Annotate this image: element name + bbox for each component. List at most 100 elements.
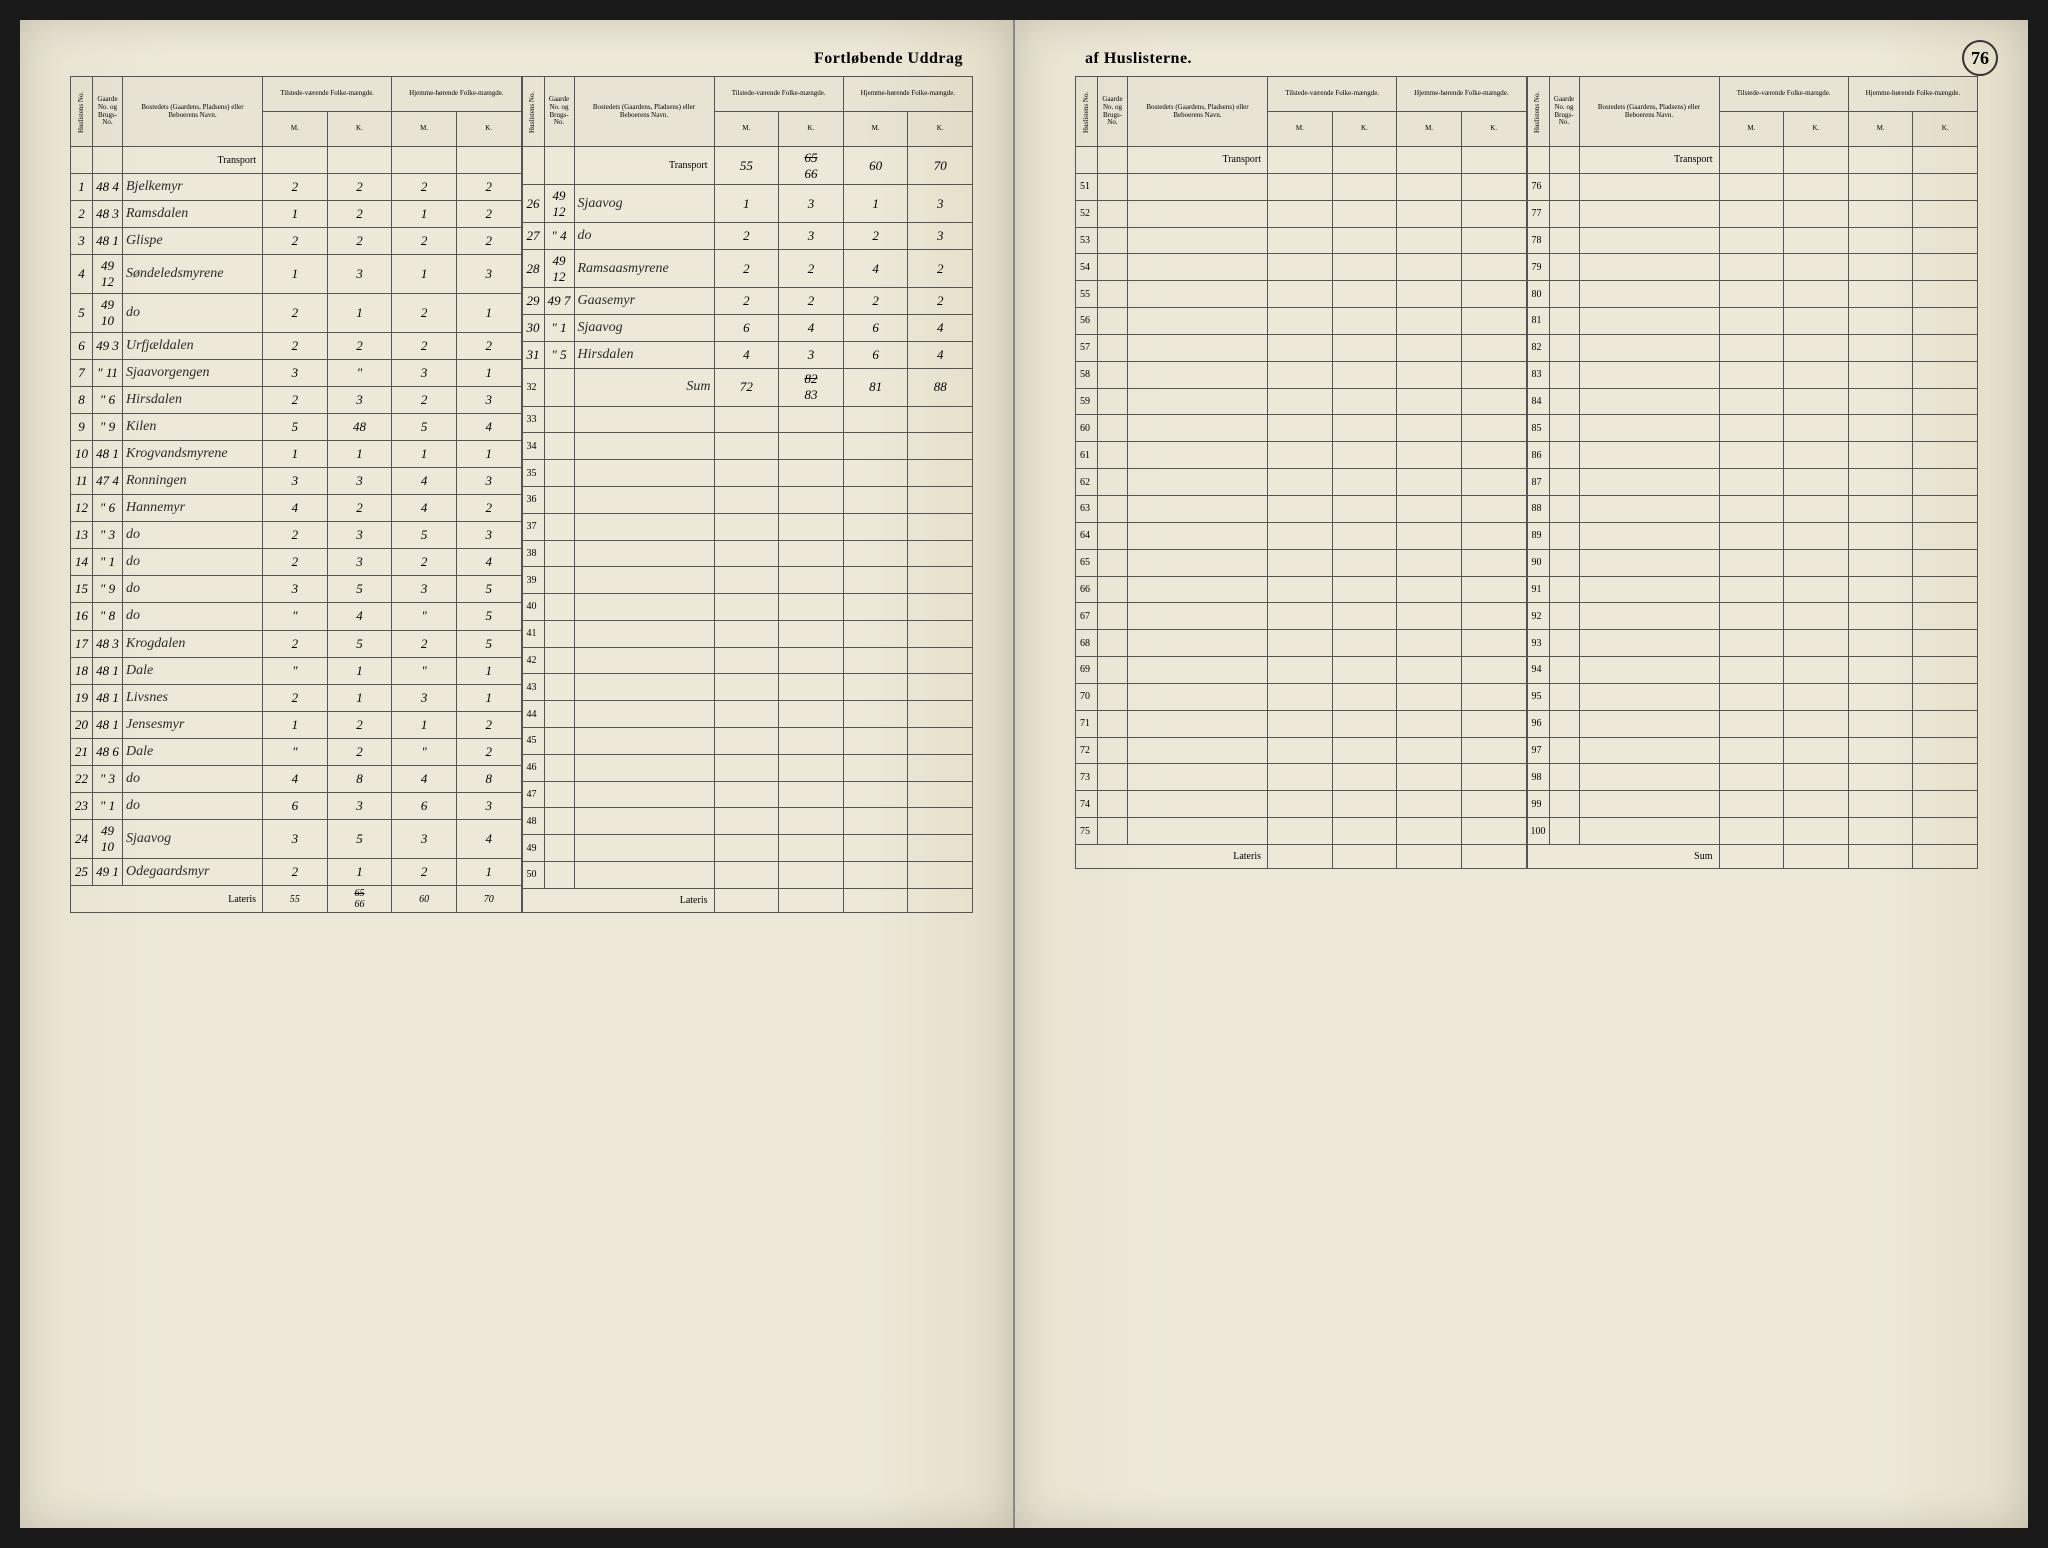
tilstede-k: 4 xyxy=(779,314,844,341)
hjemme-k: 1 xyxy=(456,684,521,711)
hjemme-m: 2 xyxy=(392,293,457,332)
tilstede-k: 2 xyxy=(779,250,844,288)
row-number: 94 xyxy=(1527,657,1549,684)
gaard-no: " 3 xyxy=(93,522,123,549)
col-m: M. xyxy=(1848,112,1913,147)
header-left: Fortløbende Uddrag xyxy=(70,50,973,68)
row-number: 26 xyxy=(522,185,544,223)
tilstede-m: 3 xyxy=(263,820,328,859)
tilstede-m: 4 xyxy=(263,495,328,522)
row-number: 71 xyxy=(1076,710,1098,737)
gaard-no: " 1 xyxy=(93,793,123,820)
hjemme-k: 3 xyxy=(456,793,521,820)
left-table-block1: Huslistens No. Gaarde No. og Brugs-No. B… xyxy=(70,76,522,913)
col-huslistens: Huslistens No. xyxy=(71,77,93,147)
sum-row: 32 Sum 72 8283 8188 xyxy=(522,368,973,406)
table-row: 20 48 1 Jensesmyr 1 2 1 2 xyxy=(71,711,522,738)
col-hjemme: Hjemme-hørende Folke-mængde. xyxy=(392,77,521,112)
gaard-no: 49 1 xyxy=(93,858,123,885)
table-row: 26 49 12 Sjaavog 1 3 1 3 xyxy=(522,185,973,223)
col-m: M. xyxy=(843,112,908,147)
tilstede-k: 5 xyxy=(327,820,392,859)
table-row: 94 xyxy=(1527,657,1978,684)
tilstede-m: 2 xyxy=(263,386,328,413)
tilstede-k: 1 xyxy=(327,657,392,684)
table-row: 30 " 1 Sjaavog 6 4 6 4 xyxy=(522,314,973,341)
col-m: M. xyxy=(1397,112,1462,147)
table-row: 2 48 3 Ramsdalen 1 2 1 2 xyxy=(71,201,522,228)
bosted-name: do xyxy=(123,576,263,603)
tilstede-k: 3 xyxy=(327,255,392,294)
gaard-no: 48 3 xyxy=(93,201,123,228)
row-number: 65 xyxy=(1076,549,1098,576)
row-number: 47 xyxy=(522,781,544,808)
table-row: 60 xyxy=(1076,415,1527,442)
col-bosted: Bostedets (Gaardens, Pladsens) eller Beb… xyxy=(574,77,714,147)
tilstede-k: 1 xyxy=(327,293,392,332)
row-number: 59 xyxy=(1076,388,1098,415)
gaard-no: 49 10 xyxy=(93,293,123,332)
gaard-no: 48 1 xyxy=(93,228,123,255)
row-number: 66 xyxy=(1076,576,1098,603)
gaard-no: " 8 xyxy=(93,603,123,630)
row-number: 75 xyxy=(1076,818,1098,845)
row-number: 52 xyxy=(1076,200,1098,227)
row-number: 12 xyxy=(71,495,93,522)
table-row: 56 xyxy=(1076,308,1527,335)
tilstede-m: 2 xyxy=(263,332,328,359)
table-row: 1 48 4 Bjelkemyr 2 2 2 2 xyxy=(71,174,522,201)
bosted-name: Hirsdalen xyxy=(574,341,714,368)
table-row: 65 xyxy=(1076,549,1527,576)
row-number: 22 xyxy=(71,766,93,793)
tilstede-k: 3 xyxy=(327,793,392,820)
hjemme-m: 2 xyxy=(843,223,908,250)
table-row: 15 " 9 do 3 5 3 5 xyxy=(71,576,522,603)
row-number: 100 xyxy=(1527,818,1549,845)
gaard-no: " 4 xyxy=(544,223,574,250)
table-row: 96 xyxy=(1527,710,1978,737)
table-row: 42 xyxy=(522,647,973,674)
table-row: 76 xyxy=(1527,173,1978,200)
tilstede-k: 8 xyxy=(327,766,392,793)
row-number: 4 xyxy=(71,255,93,294)
gaard-no: " 5 xyxy=(544,341,574,368)
table-row: 66 xyxy=(1076,576,1527,603)
transport-row: Transport xyxy=(71,147,522,174)
tilstede-m: 2 xyxy=(263,174,328,201)
bosted-name: Odegaardsmyr xyxy=(123,858,263,885)
row-number: 11 xyxy=(71,467,93,494)
row-number: 85 xyxy=(1527,415,1549,442)
gaard-no: 49 10 xyxy=(93,820,123,859)
col-tilstede: Tilstede-værende Folke-mængde. xyxy=(1268,77,1397,112)
hjemme-m: 1 xyxy=(392,440,457,467)
row-number: 97 xyxy=(1527,737,1549,764)
row-number: 38 xyxy=(522,540,544,567)
table-row: 46 xyxy=(522,754,973,781)
gaard-no: 48 1 xyxy=(93,440,123,467)
table-row: 81 xyxy=(1527,308,1978,335)
tilstede-k: 3 xyxy=(779,341,844,368)
gaard-no: 48 1 xyxy=(93,657,123,684)
table-row: 47 xyxy=(522,781,973,808)
ledger-book: Fortløbende Uddrag Huslistens No. Gaarde… xyxy=(20,20,2028,1528)
row-number: 76 xyxy=(1527,173,1549,200)
row-number: 51 xyxy=(1076,173,1098,200)
row-number: 39 xyxy=(522,567,544,594)
page-number: 76 xyxy=(1962,40,1998,76)
bosted-name: Sjaavog xyxy=(123,820,263,859)
gaard-no: " 3 xyxy=(93,766,123,793)
col-k: K. xyxy=(908,112,973,147)
hjemme-m: 1 xyxy=(392,255,457,294)
lateris-label: Lateris xyxy=(522,889,714,913)
row-number: 61 xyxy=(1076,442,1098,469)
table-row: 62 xyxy=(1076,469,1527,496)
table-row: 24 49 10 Sjaavog 3 5 3 4 xyxy=(71,820,522,859)
hjemme-m: 3 xyxy=(392,359,457,386)
table-row: 92 xyxy=(1527,603,1978,630)
hjemme-k: 2 xyxy=(456,201,521,228)
tilstede-k: 1 xyxy=(327,440,392,467)
tilstede-m: " xyxy=(263,603,328,630)
hjemme-k: 2 xyxy=(456,495,521,522)
tilstede-k: 2 xyxy=(327,738,392,765)
gaard-no: 48 1 xyxy=(93,711,123,738)
